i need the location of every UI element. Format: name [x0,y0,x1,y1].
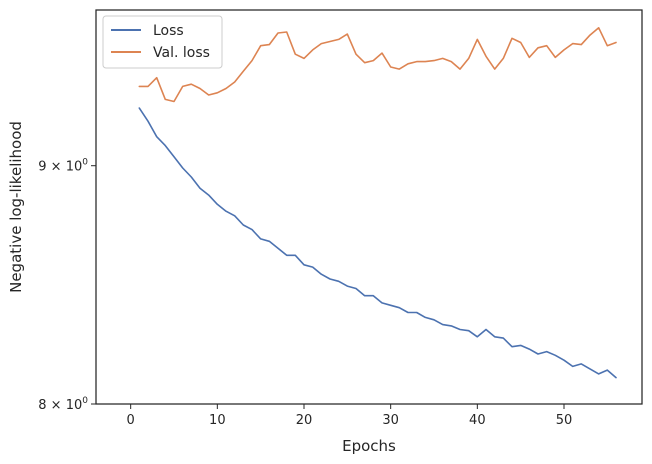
plot-background [96,10,642,404]
x-axis-ticks: 0 10 20 30 40 50 [127,404,573,428]
legend: Loss Val. loss [102,15,223,69]
legend-label-loss: Loss [153,23,184,39]
x-tick-label: 40 [469,413,486,428]
plot-frame [95,9,643,405]
x-tick-label: 30 [382,413,399,428]
series-line-val-loss [138,26,617,103]
x-tick-label: 10 [209,413,226,428]
x-tick-label: 50 [556,413,573,428]
y-tick-label: 8 × 100 [38,396,88,413]
series-layer [138,26,617,379]
x-tick-label: 0 [127,413,135,428]
y-axis-ticks: 8 × 100 9 × 100 [38,158,96,413]
y-axis-label: Negative log-likelihood [7,121,25,293]
x-tick-label: 20 [296,413,313,428]
legend-label-val-loss: Val. loss [153,45,210,61]
series-line-loss [138,107,617,379]
y-tick-label: 9 × 100 [38,158,88,175]
x-axis-label: Epochs [342,437,396,455]
